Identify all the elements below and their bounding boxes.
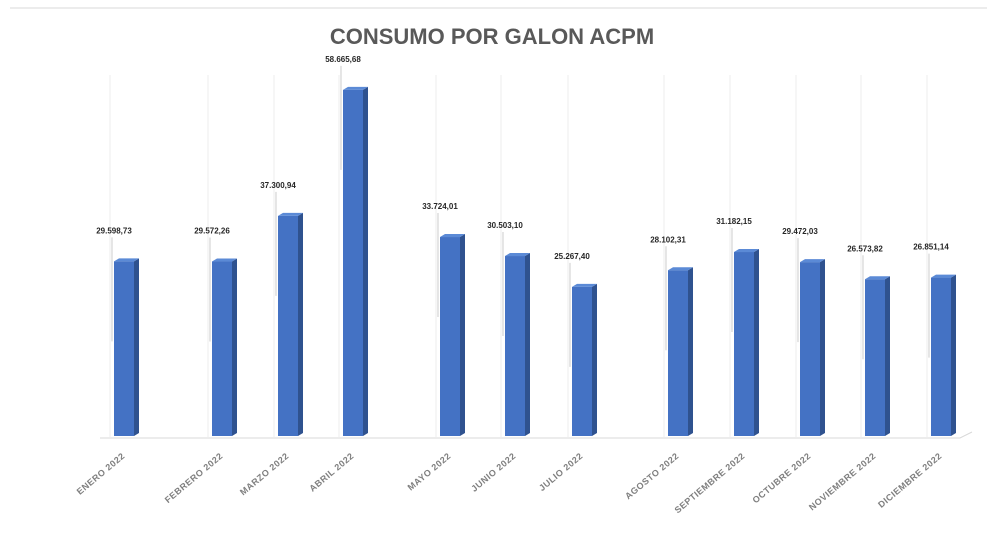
bar <box>931 277 951 436</box>
x-tick-label: JULIO 2022 <box>537 451 585 493</box>
bar-top <box>800 259 825 263</box>
bar <box>734 252 754 436</box>
bar <box>440 237 460 436</box>
bar <box>212 261 232 436</box>
bar-top <box>278 212 303 216</box>
bar-top <box>440 234 465 238</box>
value-label: 29.572,26 <box>194 227 230 236</box>
bar-top <box>343 86 368 90</box>
x-tick-label: MARZO 2022 <box>238 451 291 498</box>
x-tick-label: ABRIL 2022 <box>307 451 355 494</box>
value-label: 29.598,73 <box>96 226 132 235</box>
bar-side <box>232 258 237 436</box>
bar-side <box>592 283 597 436</box>
value-label: 25.267,40 <box>554 252 590 261</box>
bar <box>114 261 134 436</box>
x-tick-label: MAYO 2022 <box>406 451 453 493</box>
value-label: 37.300,94 <box>260 181 296 190</box>
bar-side <box>820 259 825 436</box>
floor <box>100 431 973 439</box>
bar-side <box>460 234 465 436</box>
value-label: 31.182,15 <box>716 217 752 226</box>
bar-side <box>134 258 139 436</box>
value-label: 26.573,82 <box>847 244 883 253</box>
bar-top <box>865 276 890 280</box>
bar-top <box>505 253 530 257</box>
bar <box>505 256 525 436</box>
bar-top <box>212 258 237 262</box>
value-label: 26.851,14 <box>913 243 949 252</box>
bar-top <box>668 267 693 271</box>
bar-side <box>525 253 530 436</box>
bar <box>668 270 688 436</box>
x-tick-label: FEBRERO 2022 <box>163 451 225 505</box>
x-tick-label: SEPTIEMBRE 2022 <box>673 451 747 516</box>
chart-title: CONSUMO POR GALON ACPM <box>330 24 654 49</box>
value-label: 33.724,01 <box>422 202 458 211</box>
value-label: 28.102,31 <box>650 235 686 244</box>
x-tick-label: JUNIO 2022 <box>469 451 518 494</box>
bar-top <box>734 249 759 253</box>
bar-top <box>931 274 956 278</box>
bar <box>278 215 298 436</box>
x-tick-label: ENERO 2022 <box>75 451 127 497</box>
value-label: 29.472,03 <box>782 227 818 236</box>
bar <box>572 286 592 436</box>
x-tick-label: NOVIEMBRE 2022 <box>807 451 878 513</box>
bar <box>800 262 820 436</box>
value-label: 58.665,68 <box>325 55 361 64</box>
bar-top <box>572 283 597 287</box>
bar-side <box>688 267 693 436</box>
x-tick-label: OCTUBRE 2022 <box>750 451 812 506</box>
value-label: 30.503,10 <box>487 221 523 230</box>
bar-side <box>951 274 956 436</box>
bar-top <box>114 258 139 262</box>
x-tick-label: AGOSTO 2022 <box>623 451 681 502</box>
bar-side <box>885 276 890 436</box>
bar-side <box>298 212 303 436</box>
bar <box>865 279 885 436</box>
bar <box>343 89 363 436</box>
bar-side <box>363 86 368 436</box>
bar-side <box>754 249 759 436</box>
x-tick-label: DICIEMBRE 2022 <box>876 451 944 510</box>
